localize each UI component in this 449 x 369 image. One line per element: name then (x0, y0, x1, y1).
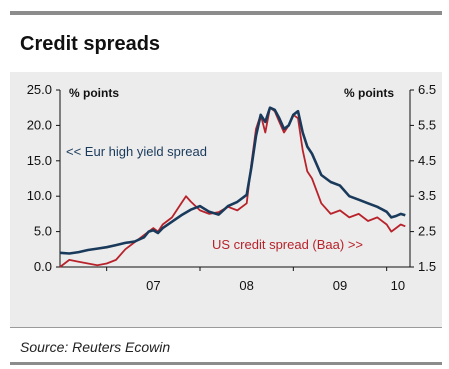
left-unit-label: % points (69, 86, 119, 100)
right-tick-label: 5.5 (418, 117, 436, 132)
left-tick-label: 0.0 (34, 259, 52, 274)
us-baa-series-label: US credit spread (Baa) >> (212, 237, 363, 252)
x-tick-label: 07 (146, 278, 160, 293)
right-unit-label: % points (344, 86, 394, 100)
bottom-rule (10, 362, 442, 365)
right-tick-label: 4.5 (418, 153, 436, 168)
left-tick-label: 15.0 (27, 153, 52, 168)
eur-high-yield-spread-line (59, 106, 406, 255)
x-tick-label: 09 (333, 278, 347, 293)
right-tick-label: 2.5 (418, 224, 436, 239)
eur-hy-series-label: << Eur high yield spread (66, 144, 207, 159)
x-tick-label: 10 (391, 278, 405, 293)
left-tick-label: 10.0 (27, 188, 52, 203)
left-tick-label: 5.0 (34, 224, 52, 239)
source-divider (10, 327, 442, 328)
left-tick-label: 25.0 (27, 82, 52, 97)
right-tick-label: 3.5 (418, 188, 436, 203)
source-note: Source: Reuters Ecowin (20, 339, 171, 355)
right-tick-label: 1.5 (418, 259, 436, 274)
x-tick-label: 08 (239, 278, 253, 293)
right-tick-label: 6.5 (418, 82, 436, 97)
top-rule (10, 11, 442, 15)
left-tick-label: 20.0 (27, 117, 52, 132)
plot-background (10, 72, 442, 327)
chart-title: Credit spreads (20, 33, 161, 55)
